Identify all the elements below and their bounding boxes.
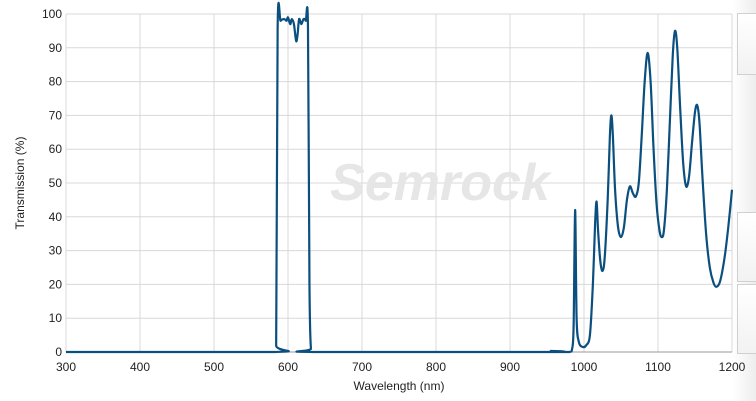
x-tick-label: 400	[130, 360, 150, 374]
x-tick-label: 300	[56, 360, 76, 374]
y-tick-label: 100	[42, 7, 62, 21]
tick-labels: 300 400 500 600 700 800 900 1000 1100 1200 0 10 20 30…	[42, 7, 746, 374]
side-panel-middle[interactable]	[737, 212, 756, 282]
y-tick-label: 50	[49, 176, 63, 190]
side-panel-top[interactable]	[737, 13, 756, 75]
y-tick-label: 90	[49, 41, 63, 55]
y-tick-label: 10	[49, 311, 63, 325]
x-tick-label: 1100	[645, 360, 671, 374]
x-tick-label: 1000	[571, 360, 598, 374]
y-tick-label: 30	[49, 244, 63, 258]
x-tick-label: 700	[352, 360, 372, 374]
y-tick-label: 60	[49, 142, 63, 156]
x-axis-label: Wavelength (nm)	[354, 379, 445, 393]
y-tick-label: 70	[49, 108, 63, 122]
y-tick-label: 80	[49, 75, 63, 89]
x-tick-label: 600	[278, 360, 298, 374]
y-tick-label: 0	[55, 345, 62, 359]
y-tick-label: 20	[49, 277, 63, 291]
y-axis-label: Transmission (%)	[13, 137, 27, 230]
x-tick-label: 800	[426, 360, 446, 374]
semrock-watermark-logo: Semrock	[330, 154, 553, 212]
transmission-curve	[65, 1, 734, 354]
x-tick-label: 900	[500, 360, 520, 374]
grid	[65, 13, 733, 353]
side-panel-bottom[interactable]	[737, 284, 756, 354]
x-tick-label: 500	[204, 360, 224, 374]
x-tick-label: 1200	[719, 360, 746, 374]
y-tick-label: 40	[49, 210, 63, 224]
